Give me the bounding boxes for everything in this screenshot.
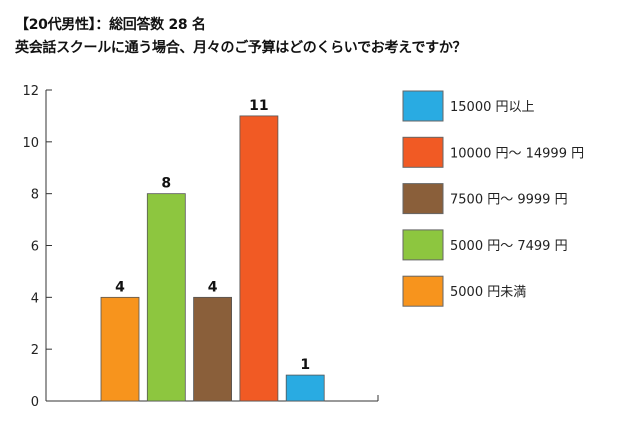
bar-1 [100, 296, 140, 402]
bar-3 [193, 296, 233, 402]
legend-swatch [402, 229, 444, 261]
legend-swatch [402, 183, 444, 215]
bar-value-label: 1 [300, 357, 310, 373]
y-tick-label: 6 [31, 240, 39, 255]
legend-swatch [402, 275, 444, 307]
legend-label: 15000 円以上 [450, 100, 535, 115]
bar-4 [239, 115, 279, 402]
y-tick-label: 8 [31, 188, 39, 203]
bar-value-label: 4 [115, 279, 125, 295]
bar-5 [285, 374, 325, 402]
y-tick-label: 12 [22, 84, 39, 99]
y-tick-label: 4 [31, 291, 39, 306]
y-tick-label: 0 [31, 395, 39, 410]
y-tick-label: 10 [22, 136, 39, 151]
legend-label: 10000 円〜 14999 円 [450, 146, 584, 161]
legend-label: 7500 円〜 9999 円 [450, 193, 568, 208]
bar-2 [146, 193, 186, 402]
bar-value-label: 11 [249, 98, 268, 114]
chart-title: 【20代男性】：総回答数 28 名 [15, 17, 206, 33]
legend-swatch [402, 136, 444, 168]
y-tick-label: 2 [31, 343, 39, 358]
chart-subtitle: 英会話スクールに通う場合、月々のご予算はどのくらいでお考えですか？ [15, 40, 467, 56]
legend-label: 5000 円〜 7499 円 [450, 239, 568, 254]
legend-label: 5000 円未満 [450, 285, 526, 300]
legend-swatch [402, 90, 444, 122]
bar-value-label: 4 [208, 279, 218, 295]
bar-value-label: 8 [161, 176, 171, 192]
